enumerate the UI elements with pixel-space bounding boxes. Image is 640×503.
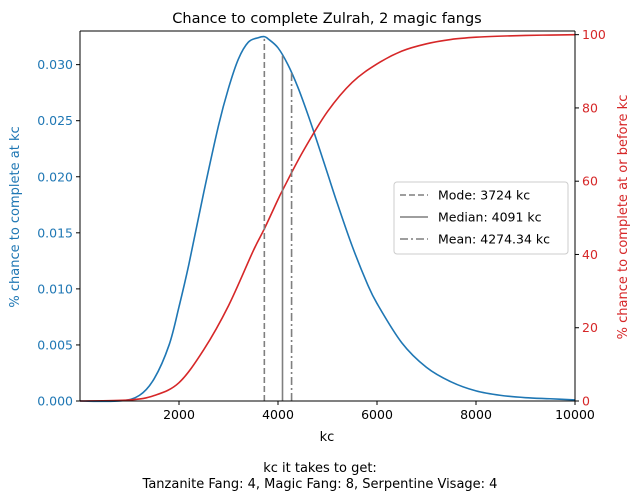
right-tick-label: 60 bbox=[582, 174, 598, 189]
left-tick-label: 0.020 bbox=[37, 169, 73, 184]
left-tick-label: 0.025 bbox=[37, 113, 73, 128]
left-tick-label: 0.010 bbox=[37, 281, 73, 296]
footer-line-2: Tanzanite Fang: 4, Magic Fang: 8, Serpen… bbox=[142, 477, 498, 492]
x-tick-label: 10000 bbox=[555, 407, 595, 422]
y-axis-label-right: % chance to complete at or before kc bbox=[616, 95, 631, 340]
right-ticks-group: 0 20 40 60 80 100 bbox=[575, 27, 606, 409]
x-tick-label: 2000 bbox=[163, 407, 195, 422]
legend-box bbox=[393, 181, 569, 255]
legend-entry-label: Mode: 3724 kc bbox=[438, 188, 530, 203]
legend-entry-label: Median: 4091 kc bbox=[438, 210, 542, 225]
legend: Mode: 3724 kc Median: 4091 kc Mean: 4274.3… bbox=[393, 181, 569, 255]
x-tick-label: 8000 bbox=[460, 407, 492, 422]
right-tick-label: 100 bbox=[582, 27, 606, 42]
chart-title: Chance to complete Zulrah, 2 magic fangs bbox=[172, 11, 481, 27]
left-series-group bbox=[79, 35, 576, 403]
y-axis-label-left: % chance to complete at kc bbox=[8, 126, 23, 307]
x-tick-label: 6000 bbox=[361, 407, 393, 422]
left-tick-label: 0.005 bbox=[37, 337, 73, 352]
x-ticks-group: 2000 4000 6000 8000 10000 bbox=[163, 401, 595, 422]
left-axis-series-line bbox=[79, 35, 576, 403]
left-ticks-group: 0.000 0.005 0.010 0.015 0.020 0.025 0.030 bbox=[37, 57, 80, 409]
right-tick-label: 80 bbox=[582, 100, 598, 115]
x-axis-label: kc bbox=[320, 430, 335, 445]
reference-lines-group bbox=[263, 38, 293, 401]
left-tick-label: 0.015 bbox=[37, 225, 73, 240]
x-tick-label: 4000 bbox=[262, 407, 294, 422]
right-series-group bbox=[79, 33, 576, 402]
left-tick-label: 0.000 bbox=[37, 394, 73, 409]
right-tick-label: 40 bbox=[582, 247, 598, 262]
right-tick-label: 0 bbox=[582, 394, 590, 409]
left-tick-label: 0.030 bbox=[37, 57, 73, 72]
footer-line-1: kc it takes to get: bbox=[263, 461, 377, 476]
legend-entry-label: Mean: 4274.34 kc bbox=[438, 232, 550, 247]
axes-group bbox=[79, 30, 576, 402]
right-tick-label: 20 bbox=[582, 320, 598, 335]
right-axis-series-line bbox=[79, 33, 576, 402]
footer-caption: kc it takes to get: Tanzanite Fang: 4, M… bbox=[0, 461, 640, 493]
